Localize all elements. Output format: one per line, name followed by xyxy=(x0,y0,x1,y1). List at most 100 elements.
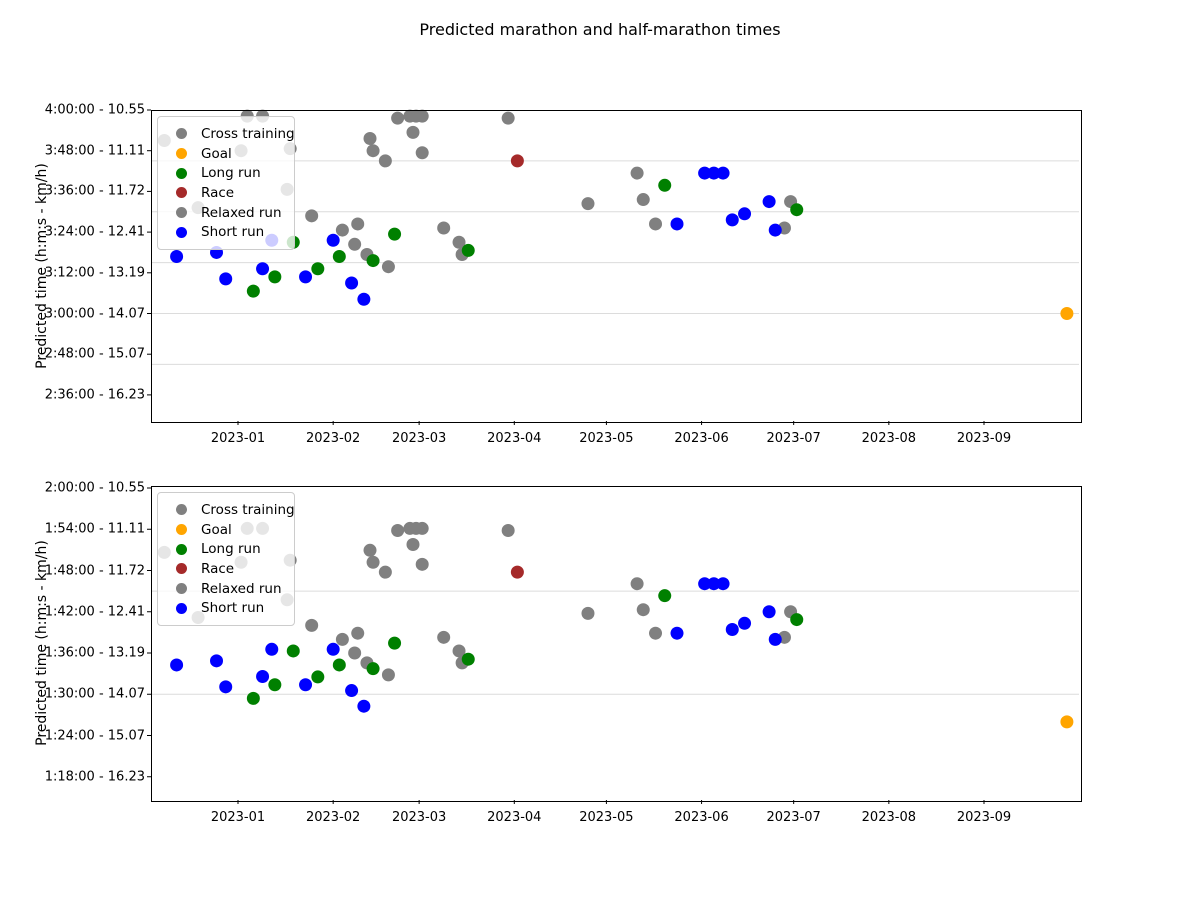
half-marathon-plot-point-long-run xyxy=(332,658,346,672)
half-marathon-plot-point-long-run xyxy=(658,589,672,603)
legend-label: Race xyxy=(201,184,235,201)
half-marathon-plot-x-tick-label: 2023-05 xyxy=(579,810,634,825)
half-marathon-plot-point-long-run xyxy=(388,636,402,650)
marathon-plot-point-long-run xyxy=(268,270,282,284)
cross-training-marker-icon xyxy=(176,128,187,140)
race-marker-icon xyxy=(176,563,187,575)
marathon-plot-point-short-run xyxy=(725,213,739,227)
marathon-plot-point-relaxed-run xyxy=(351,217,365,231)
marathon-plot-x-tick-label: 2023-01 xyxy=(210,431,266,446)
half-marathon-plot-point-long-run xyxy=(311,670,325,684)
marathon-plot-point-cross-training xyxy=(366,144,380,158)
marathon-plot-point-cross-training xyxy=(630,166,644,180)
legend-item-race: Race xyxy=(167,183,284,203)
half-marathon-plot-point-relaxed-run xyxy=(381,668,395,682)
short-run-marker-icon xyxy=(176,226,187,238)
marathon-plot-y-tick-label: 3:36:00 - 11.72 xyxy=(44,183,145,199)
marathon-plot-point-cross-training xyxy=(415,109,429,123)
half-marathon-plot-point-short-run xyxy=(256,670,270,684)
marathon-plot-point-relaxed-run xyxy=(452,235,466,249)
half-marathon-plot-point-short-run xyxy=(716,577,730,591)
marathon-plot-y-tick-label: 2:48:00 - 15.07 xyxy=(44,346,145,362)
marathon-plot-point-long-run xyxy=(332,250,346,264)
marathon-plot-point-relaxed-run xyxy=(649,217,663,231)
half-marathon-plot-point-relaxed-run xyxy=(437,630,451,644)
half-marathon-plot-point-short-run xyxy=(345,684,359,698)
half-marathon-plot-axes xyxy=(151,486,1082,802)
figure-title: Predicted marathon and half-marathon tim… xyxy=(419,20,781,39)
half-marathon-plot-point-race xyxy=(510,565,524,579)
half-marathon-plot-point-cross-training xyxy=(378,565,392,579)
half-marathon-plot-x-tick-label: 2023-09 xyxy=(956,810,1012,825)
half-marathon-plot-point-cross-training xyxy=(391,523,405,537)
legend-label: Goal xyxy=(201,145,232,162)
marathon-plot-point-short-run xyxy=(256,262,270,276)
half-marathon-plot-point-short-run xyxy=(326,642,340,656)
half-marathon-plot-point-relaxed-run xyxy=(351,626,365,640)
legend-item-goal: Goal xyxy=(167,520,284,540)
legend-item-short-run: Short run xyxy=(167,598,284,618)
half-marathon-plot-point-cross-training xyxy=(415,557,429,571)
marathon-plot-point-short-run xyxy=(670,217,684,231)
half-marathon-plot-y-tick-label: 1:30:00 - 14.07 xyxy=(44,686,145,702)
marathon-plot-x-tick-label: 2023-03 xyxy=(391,431,447,446)
marathon-plot-x-tick-label: 2023-07 xyxy=(766,431,821,446)
half-marathon-plot-point-short-run xyxy=(762,605,776,619)
half-marathon-plot-point-cross-training xyxy=(406,538,420,552)
marathon-plot-point-short-run xyxy=(707,166,721,180)
marathon-plot-x-tick-label: 2023-02 xyxy=(305,431,361,446)
marathon-plot-point-long-run xyxy=(790,203,804,217)
half-marathon-plot-point-cross-training xyxy=(501,523,515,537)
legend-item-goal: Goal xyxy=(167,144,284,164)
half-marathon-plot-y-tick-label: 1:24:00 - 15.07 xyxy=(44,728,145,743)
marathon-plot-point-long-run xyxy=(366,254,380,268)
marathon-plot-axes xyxy=(151,110,1082,423)
legend-item-cross-training: Cross training xyxy=(167,124,295,144)
half-marathon-plot-y-tick-label: 1:18:00 - 16.23 xyxy=(44,769,145,785)
legend-label: Goal xyxy=(201,521,232,538)
half-marathon-plot-x-tick-label: 2023-02 xyxy=(305,810,361,825)
marathon-plot-point-short-run xyxy=(768,223,782,237)
marathon-plot-point-long-run xyxy=(246,284,260,298)
half-marathon-plot-y-tick-label: 1:42:00 - 12.41 xyxy=(44,604,145,620)
relaxed-run-marker-icon xyxy=(176,207,187,219)
half-marathon-plot-y-tick-label: 1:36:00 - 13.19 xyxy=(44,645,145,661)
half-marathon-plot-point-short-run xyxy=(768,632,782,646)
legend-label: Long run xyxy=(201,541,261,558)
marathon-plot-point-cross-training xyxy=(363,131,377,145)
half-marathon-plot-point-relaxed-run xyxy=(452,644,466,658)
half-marathon-plot-point-long-run xyxy=(366,662,380,676)
marathon-plot-x-tick-label: 2023-05 xyxy=(579,431,634,446)
marathon-plot-point-short-run xyxy=(716,166,730,180)
half-marathon-plot-x-tick-label: 2023-04 xyxy=(487,810,542,825)
half-marathon-plot-point-short-run xyxy=(219,680,233,694)
half-marathon-plot-point-cross-training xyxy=(363,543,377,557)
marathon-plot-x-tick-label: 2023-08 xyxy=(861,431,916,446)
half-marathon-plot-point-short-run xyxy=(707,577,721,591)
marathon-plot-point-long-run xyxy=(461,243,475,257)
half-marathon-plot-point-relaxed-run xyxy=(636,603,650,617)
marathon-plot-y-tick-label: 2:36:00 - 16.23 xyxy=(44,387,145,403)
half-marathon-plot-x-tick-label: 2023-07 xyxy=(766,810,821,825)
marathon-plot-x-tick-label: 2023-09 xyxy=(956,431,1012,446)
legend-label: Short run xyxy=(201,224,265,241)
legend-label: Long run xyxy=(201,165,261,182)
marathon-plot-y-tick-label: 3:48:00 - 11.11 xyxy=(44,143,145,159)
marathon-plot-point-cross-training xyxy=(406,125,420,139)
marathon-plot-point-goal xyxy=(1060,307,1074,320)
relaxed-run-marker-icon xyxy=(176,583,187,595)
long-run-marker-icon xyxy=(176,167,187,179)
half-marathon-plot-point-short-run xyxy=(670,626,684,640)
long-run-marker-icon xyxy=(176,543,187,555)
marathon-plot-point-relaxed-run xyxy=(437,221,451,235)
marathon-plot-point-long-run xyxy=(388,227,402,241)
legend-item-race: Race xyxy=(167,559,284,579)
half-marathon-plot-x-tick-label: 2023-06 xyxy=(674,810,729,825)
half-marathon-plot-point-cross-training xyxy=(415,521,429,535)
marathon-plot-point-race xyxy=(510,154,524,168)
marathon-plot-point-relaxed-run xyxy=(348,237,362,251)
marathon-plot-point-short-run xyxy=(170,250,184,264)
legend-item-relaxed-run: Relaxed run xyxy=(167,203,284,223)
half-marathon-plot-point-relaxed-run xyxy=(581,606,595,620)
